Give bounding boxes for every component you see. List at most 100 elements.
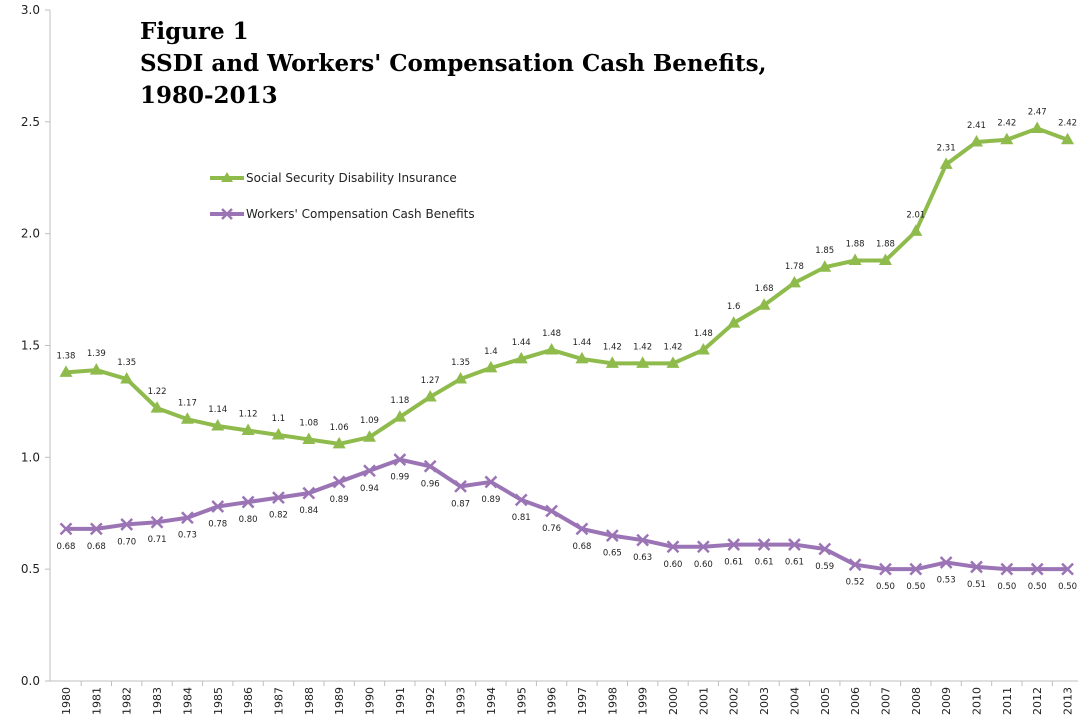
x-tick-label: 2001	[697, 687, 710, 715]
data-label-ssdi: 1.09	[360, 416, 379, 426]
data-label-wc: 0.71	[148, 535, 167, 545]
data-label-ssdi: 1.08	[299, 418, 318, 428]
x-tick-label: 2005	[819, 687, 832, 715]
data-label-ssdi: 1.35	[451, 358, 470, 368]
data-label-ssdi: 1.48	[542, 329, 561, 339]
x-tick-label: 2004	[788, 687, 801, 715]
x-tick-label: 1988	[303, 687, 316, 715]
data-label-wc: 0.52	[846, 578, 865, 588]
data-label-ssdi: 1.4	[484, 347, 498, 357]
x-tick-label: 2011	[1001, 687, 1014, 715]
data-label-ssdi: 1.14	[208, 405, 227, 415]
data-label-ssdi: 2.01	[906, 210, 925, 220]
data-label-wc: 0.94	[360, 484, 379, 494]
y-tick-label: 0.5	[21, 562, 40, 576]
chart-series	[66, 129, 1068, 570]
x-tick-label: 1993	[455, 687, 468, 715]
y-tick-label: 3.0	[21, 3, 40, 17]
x-tick-label: 1987	[272, 687, 285, 715]
x-tick-label: 1999	[637, 687, 650, 715]
x-tick-label: 1980	[60, 687, 73, 715]
data-label-wc: 0.65	[603, 549, 622, 559]
data-label-wc: 0.68	[57, 542, 76, 552]
x-tick-label: 2010	[971, 687, 984, 715]
data-label-wc: 0.81	[512, 513, 531, 523]
data-label-wc: 0.87	[451, 499, 470, 509]
data-label-ssdi: 1.48	[694, 329, 713, 339]
legend-label-ssdi: Social Security Disability Insurance	[246, 171, 457, 185]
data-label-wc: 0.82	[269, 511, 288, 521]
data-label-ssdi: 1.68	[755, 284, 774, 294]
data-label-ssdi: 1.38	[57, 351, 76, 361]
x-tick-label: 2006	[849, 687, 862, 715]
x-marker-icon	[210, 207, 244, 221]
x-tick-label: 1996	[546, 687, 559, 715]
data-point-ssdi	[1031, 122, 1044, 134]
x-tick-label: 2002	[728, 687, 741, 715]
x-tick-label: 2000	[667, 687, 680, 715]
x-tick-label: 1989	[333, 687, 346, 715]
data-label-wc: 0.84	[299, 506, 318, 516]
y-tick-label: 0.0	[21, 674, 40, 688]
x-tick-label: 1997	[576, 687, 589, 715]
x-tick-label: 1990	[364, 687, 377, 715]
x-tick-label: 1984	[181, 687, 194, 715]
data-label-wc: 0.61	[785, 558, 804, 568]
x-tick-label: 1995	[515, 687, 528, 715]
data-label-wc: 0.89	[330, 495, 349, 505]
data-label-wc: 0.50	[906, 582, 925, 592]
data-point-ssdi	[545, 343, 558, 355]
x-tick-label: 1991	[394, 687, 407, 715]
x-tick-label: 2007	[879, 687, 892, 715]
data-label-ssdi: 1.42	[603, 342, 622, 352]
data-label-ssdi: 1.06	[330, 423, 349, 433]
data-label-ssdi: 1.44	[512, 338, 531, 348]
x-tick-label: 2012	[1031, 687, 1044, 715]
legend-item-wc: Workers' Compensation Cash Benefits	[210, 204, 475, 224]
x-tick-label: 1982	[121, 687, 134, 715]
data-label-ssdi: 1.22	[148, 387, 167, 397]
x-tick-label: 2009	[940, 687, 953, 715]
y-axis-ticks: 0.0 0.5 1.0 1.5 2.0 2.5 3.0	[21, 3, 50, 688]
data-label-ssdi: 2.42	[1058, 119, 1077, 129]
legend-item-ssdi: Social Security Disability Insurance	[210, 168, 457, 188]
chart-title-line-3: 1980-2013	[140, 82, 278, 109]
x-tick-label: 2008	[910, 687, 923, 715]
data-label-ssdi: 1.39	[87, 349, 106, 359]
x-tick-label: 2003	[758, 687, 771, 715]
y-tick-label: 1.0	[21, 450, 40, 464]
y-tick-label: 2.0	[21, 227, 40, 241]
data-label-ssdi: 1.44	[572, 338, 591, 348]
data-label-wc: 0.61	[755, 558, 774, 568]
data-label-ssdi: 1.78	[785, 262, 804, 272]
data-label-ssdi: 1.12	[239, 409, 258, 419]
data-label-ssdi: 1.88	[876, 240, 895, 250]
x-tick-label: 2013	[1062, 687, 1075, 715]
data-label-wc: 0.99	[390, 473, 409, 483]
data-label-wc: 0.60	[694, 560, 713, 570]
data-label-wc: 0.68	[572, 542, 591, 552]
data-label-wc: 0.89	[481, 495, 500, 505]
data-label-wc: 0.59	[815, 562, 834, 572]
data-label-wc: 0.60	[664, 560, 683, 570]
data-label-wc: 0.50	[1058, 582, 1077, 592]
data-label-ssdi: 1.88	[846, 240, 865, 250]
data-label-ssdi: 1.6	[727, 302, 741, 312]
data-label-wc: 0.50	[997, 582, 1016, 592]
data-label-wc: 0.80	[239, 515, 258, 525]
data-label-ssdi: 2.42	[997, 119, 1016, 129]
triangle-marker-icon	[210, 171, 244, 185]
data-label-wc: 0.51	[967, 580, 986, 590]
y-tick-label: 1.5	[21, 339, 40, 353]
data-label-wc: 0.68	[87, 542, 106, 552]
data-label-wc: 0.70	[117, 537, 136, 547]
x-tick-label: 1994	[485, 687, 498, 715]
data-label-ssdi: 2.31	[937, 143, 956, 153]
series-line-wc	[66, 460, 1068, 570]
data-label-wc: 0.53	[937, 575, 956, 585]
data-label-ssdi: 1.85	[815, 246, 834, 256]
x-tick-label: 1981	[90, 687, 103, 715]
data-label-wc: 0.76	[542, 524, 561, 534]
y-tick-label: 2.5	[21, 115, 40, 129]
